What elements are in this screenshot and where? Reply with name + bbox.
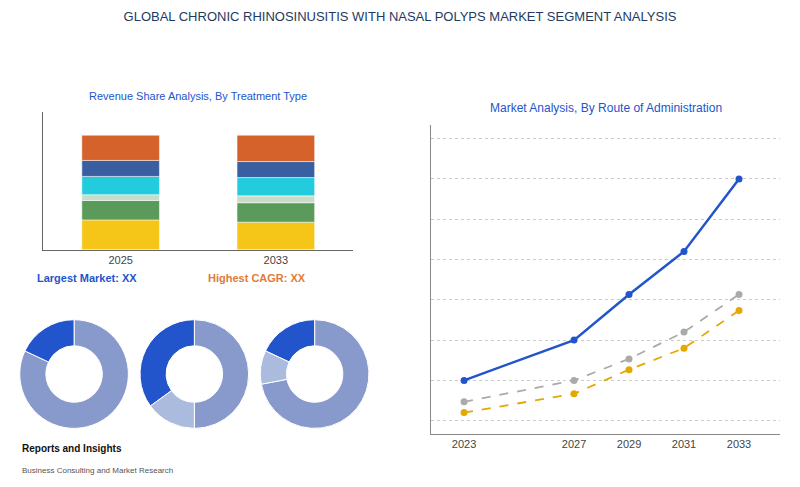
svg-text:Reports and Insights: Reports and Insights: [22, 443, 122, 454]
svg-text:Market Analysis, By Route of A: Market Analysis, By Route of Administrat…: [490, 101, 722, 115]
svg-text:Business Consulting and Market: Business Consulting and Market Research: [22, 466, 173, 475]
svg-text:2029: 2029: [617, 438, 641, 450]
svg-text:Revenue Share Analysis, By Tre: Revenue Share Analysis, By Treatment Typ…: [89, 90, 307, 102]
svg-text:2031: 2031: [672, 438, 696, 450]
svg-text:2033: 2033: [727, 438, 751, 450]
svg-text:2033: 2033: [264, 254, 288, 266]
svg-text:Highest CAGR: XX: Highest CAGR: XX: [208, 272, 306, 284]
svg-text:2025: 2025: [108, 254, 132, 266]
svg-text:Largest Market: XX: Largest Market: XX: [37, 272, 137, 284]
svg-text:GLOBAL CHRONIC RHINOSINUSITIS: GLOBAL CHRONIC RHINOSINUSITIS WITH NASAL…: [124, 9, 677, 24]
svg-text:2023: 2023: [452, 438, 476, 450]
svg-text:2027: 2027: [562, 438, 586, 450]
